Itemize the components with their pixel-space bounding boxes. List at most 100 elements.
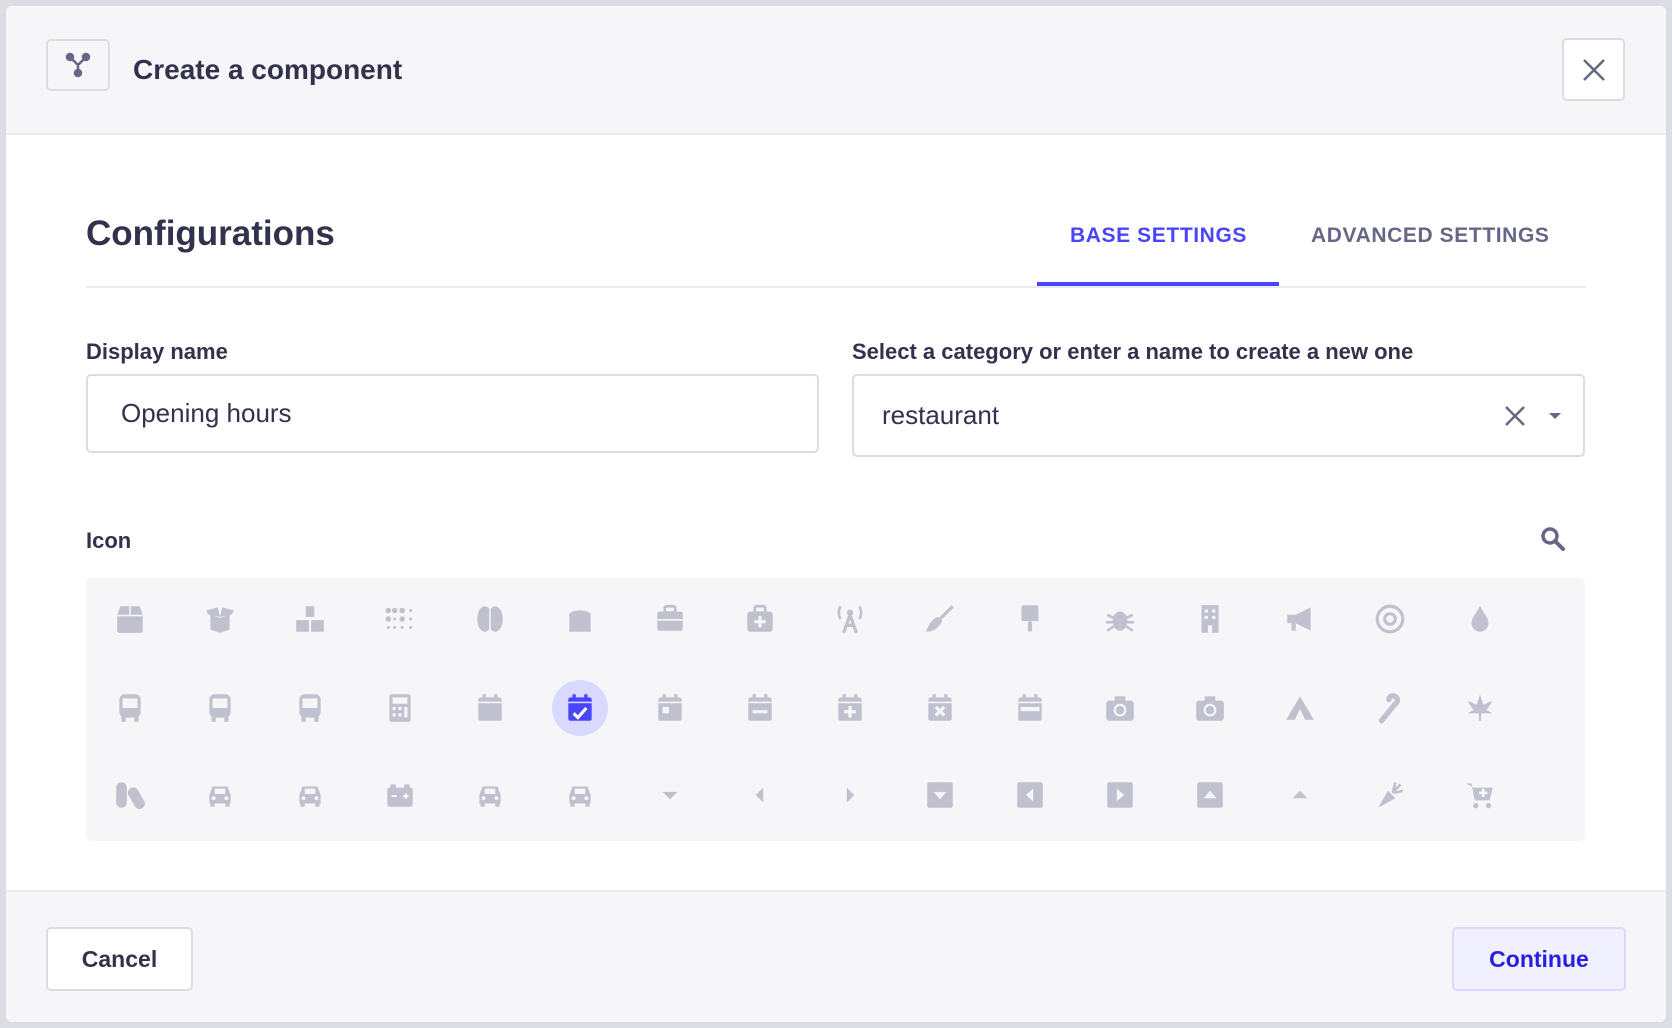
icon-option-calendar-plus[interactable] (822, 680, 878, 736)
icon-option-car-crash[interactable] (462, 767, 518, 823)
tab-base-settings[interactable]: BASE SETTINGS (1070, 224, 1247, 247)
icon-option-boxes[interactable] (282, 591, 338, 647)
icon-picker (86, 578, 1585, 841)
icon-option-box-open[interactable] (192, 591, 248, 647)
icon-option-candy-cane[interactable] (1362, 680, 1418, 736)
icon-option-caret-square-down[interactable] (912, 767, 968, 823)
icon-option-braille[interactable] (372, 591, 428, 647)
icon-option-car-side[interactable] (552, 767, 608, 823)
icon-option-campground[interactable] (1272, 680, 1328, 736)
icon-option-car-battery[interactable] (372, 767, 428, 823)
icon-option-calendar[interactable] (462, 680, 518, 736)
boxes-icon (296, 606, 324, 632)
chevron-down-icon[interactable] (1548, 411, 1562, 421)
continue-button[interactable]: Continue (1452, 927, 1626, 991)
icon-option-box[interactable] (102, 591, 158, 647)
icon-option-briefcase[interactable] (642, 591, 698, 647)
caret-square-right-icon (1107, 782, 1133, 808)
icon-label: Icon (86, 528, 132, 553)
search-icon[interactable] (1540, 526, 1566, 552)
display-name-value: Opening hours (121, 398, 292, 428)
caret-square-up-icon (1197, 782, 1223, 808)
category-select[interactable]: restaurant (852, 374, 1585, 457)
category-value: restaurant (882, 400, 1000, 430)
bread-slice-icon (568, 610, 592, 632)
icon-option-caret-square-left[interactable] (1002, 767, 1058, 823)
icon-option-carrot[interactable] (1362, 767, 1418, 823)
icon-option-bullseye[interactable] (1362, 591, 1418, 647)
bus-alt-icon (209, 694, 231, 722)
icon-option-brush[interactable] (1002, 591, 1058, 647)
icon-option-briefcase-medical[interactable] (732, 591, 788, 647)
calculator-icon (389, 694, 411, 722)
car-battery-icon (387, 784, 413, 807)
calendar-minus-icon (748, 694, 772, 721)
icon-option-burn[interactable] (1452, 591, 1508, 647)
icon-option-building[interactable] (1182, 591, 1238, 647)
business-time-icon (299, 694, 321, 722)
calendar-check-icon (568, 694, 592, 721)
icon-option-calendar-week[interactable] (1002, 680, 1058, 736)
icon-option-caret-square-right[interactable] (1092, 767, 1148, 823)
icon-option-calendar-minus[interactable] (732, 680, 788, 736)
icon-option-bullhorn[interactable] (1272, 591, 1328, 647)
close-button[interactable] (1562, 38, 1625, 101)
capsules-icon (116, 782, 145, 810)
caret-left-icon (755, 787, 764, 803)
calendar-plus-icon (838, 694, 862, 721)
braille-icon (385, 607, 413, 629)
bullhorn-icon (1287, 607, 1311, 631)
icon-option-caret-right[interactable] (822, 767, 878, 823)
caret-down-icon (662, 791, 678, 800)
create-component-modal: Create a component Configurations BASE S… (6, 6, 1666, 1022)
icon-option-capsules[interactable] (102, 767, 158, 823)
icon-option-caret-left[interactable] (732, 767, 788, 823)
icon-option-calendar-check[interactable] (552, 680, 608, 736)
icon-option-bus-alt[interactable] (192, 680, 248, 736)
calendar-times-icon (928, 694, 952, 721)
brush-icon (1021, 605, 1039, 632)
calendar-icon (478, 694, 502, 721)
clear-icon[interactable] (1504, 405, 1526, 427)
cancel-button[interactable]: Cancel (46, 927, 193, 991)
tab-advanced-settings[interactable]: ADVANCED SETTINGS (1311, 224, 1550, 247)
burn-icon (1471, 606, 1489, 632)
camera-retro-icon (1196, 696, 1224, 721)
building-icon (1201, 605, 1219, 633)
close-icon (1582, 58, 1605, 81)
caret-up-icon (1292, 790, 1308, 799)
broadcast-tower-icon (837, 605, 863, 634)
car-icon (209, 786, 231, 807)
box-open-icon (206, 607, 234, 633)
icon-option-camera-retro[interactable] (1182, 680, 1238, 736)
icon-option-car[interactable] (192, 767, 248, 823)
icon-option-caret-down[interactable] (642, 767, 698, 823)
cannabis-icon (1467, 694, 1493, 721)
icon-option-bus[interactable] (102, 680, 158, 736)
display-name-input[interactable]: Opening hours (86, 374, 819, 453)
icon-option-caret-square-up[interactable] (1182, 767, 1238, 823)
brain-icon (477, 606, 503, 632)
icon-option-bug[interactable] (1092, 591, 1148, 647)
briefcase-icon (657, 604, 683, 631)
icon-option-cannabis[interactable] (1452, 680, 1508, 736)
category-label: Select a category or enter a name to cre… (852, 339, 1414, 364)
icon-option-calculator[interactable] (372, 680, 428, 736)
icon-option-business-time[interactable] (282, 680, 338, 736)
icon-option-broom[interactable] (912, 591, 968, 647)
icon-option-calendar-day[interactable] (642, 680, 698, 736)
calendar-week-icon (1018, 694, 1042, 721)
caret-right-icon (846, 787, 855, 803)
icon-option-bread-slice[interactable] (552, 591, 608, 647)
icon-option-brain[interactable] (462, 591, 518, 647)
icon-option-car-alt[interactable] (282, 767, 338, 823)
modal-header: Create a component (6, 6, 1666, 135)
bus-icon (119, 694, 141, 722)
icon-option-calendar-times[interactable] (912, 680, 968, 736)
icon-option-broadcast-tower[interactable] (822, 591, 878, 647)
icon-option-camera[interactable] (1092, 680, 1148, 736)
icon-option-caret-up[interactable] (1272, 767, 1328, 823)
briefcase-medical-icon (747, 604, 773, 632)
icon-option-cart-plus[interactable] (1452, 767, 1508, 823)
bullseye-icon (1375, 604, 1405, 634)
